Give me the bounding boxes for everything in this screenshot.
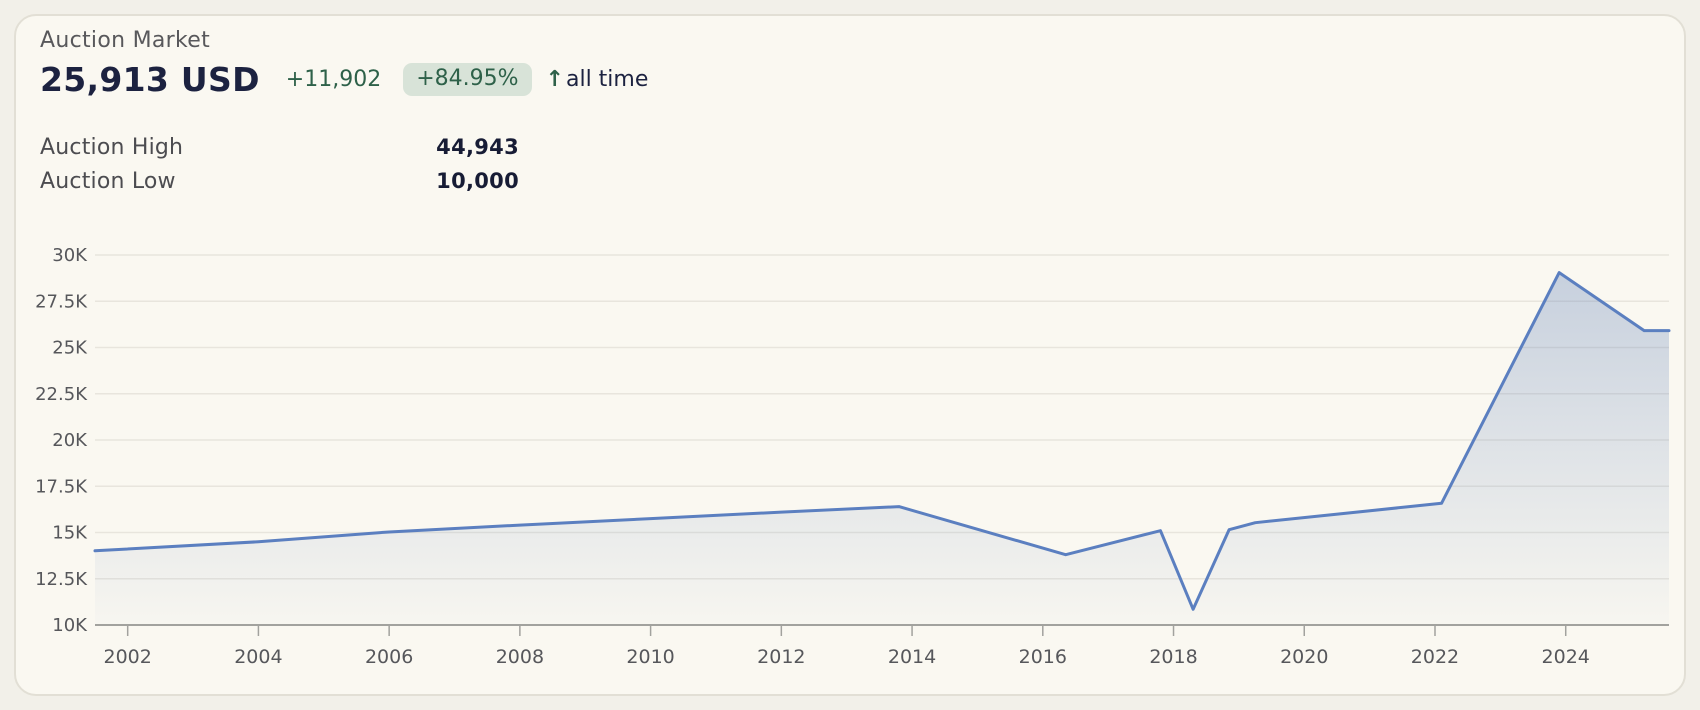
x-axis-tick-label: 2014 (888, 646, 936, 668)
price-change-percent-badge: +84.95% (403, 62, 532, 96)
x-axis-tick-label: 2008 (496, 646, 544, 668)
stat-value: 44,943 (436, 135, 519, 159)
x-axis-tick-label: 2010 (626, 646, 674, 668)
stat-value: 10,000 (436, 169, 519, 193)
y-axis-tick-label: 10K (52, 615, 88, 636)
y-axis-tick-label: 27.5K (35, 291, 88, 312)
y-axis-tick-label: 12.5K (35, 569, 88, 590)
y-axis-tick-label: 25K (52, 338, 88, 359)
stat-label: Auction High (40, 134, 184, 160)
y-axis-tick-label: 22.5K (35, 384, 88, 405)
y-axis-tick-label: 17.5K (35, 476, 88, 497)
stat-row-auction-high: Auction High 44,943 (40, 130, 519, 164)
x-axis-tick-label: 2006 (365, 646, 413, 668)
area-fill (95, 272, 1669, 625)
card-title: Auction Market (40, 28, 211, 53)
x-axis-tick-label: 2016 (1019, 646, 1067, 668)
y-axis-tick-label: 20K (52, 430, 88, 451)
x-axis-tick-label: 2002 (104, 646, 152, 668)
y-axis-tick-label: 15K (52, 523, 88, 544)
stat-row-auction-low: Auction Low 10,000 (40, 164, 519, 198)
stat-label: Auction Low (40, 168, 176, 194)
x-axis-tick-label: 2012 (757, 646, 805, 668)
price-line (93, 271, 1671, 611)
current-price: 25,913 USD (40, 59, 260, 99)
y-axis-tick-label: 30K (52, 245, 88, 266)
price-change-absolute: +11,902 (285, 66, 382, 92)
period-indicator: ↑ all time (546, 67, 649, 92)
x-axis-tick-label: 2020 (1280, 646, 1328, 668)
x-axis-tick-label: 2018 (1149, 646, 1197, 668)
x-axis-tick-label: 2004 (234, 646, 282, 668)
price-row: 25,913 USD +11,902 +84.95% ↑ all time (40, 56, 648, 102)
x-axis-tick-label: 2024 (1542, 646, 1590, 668)
x-axis-tick-label: 2022 (1411, 646, 1459, 668)
up-arrow-icon: ↑ (545, 66, 564, 92)
period-label: all time (565, 66, 649, 92)
auction-stats: Auction High 44,943 Auction Low 10,000 (40, 130, 519, 198)
